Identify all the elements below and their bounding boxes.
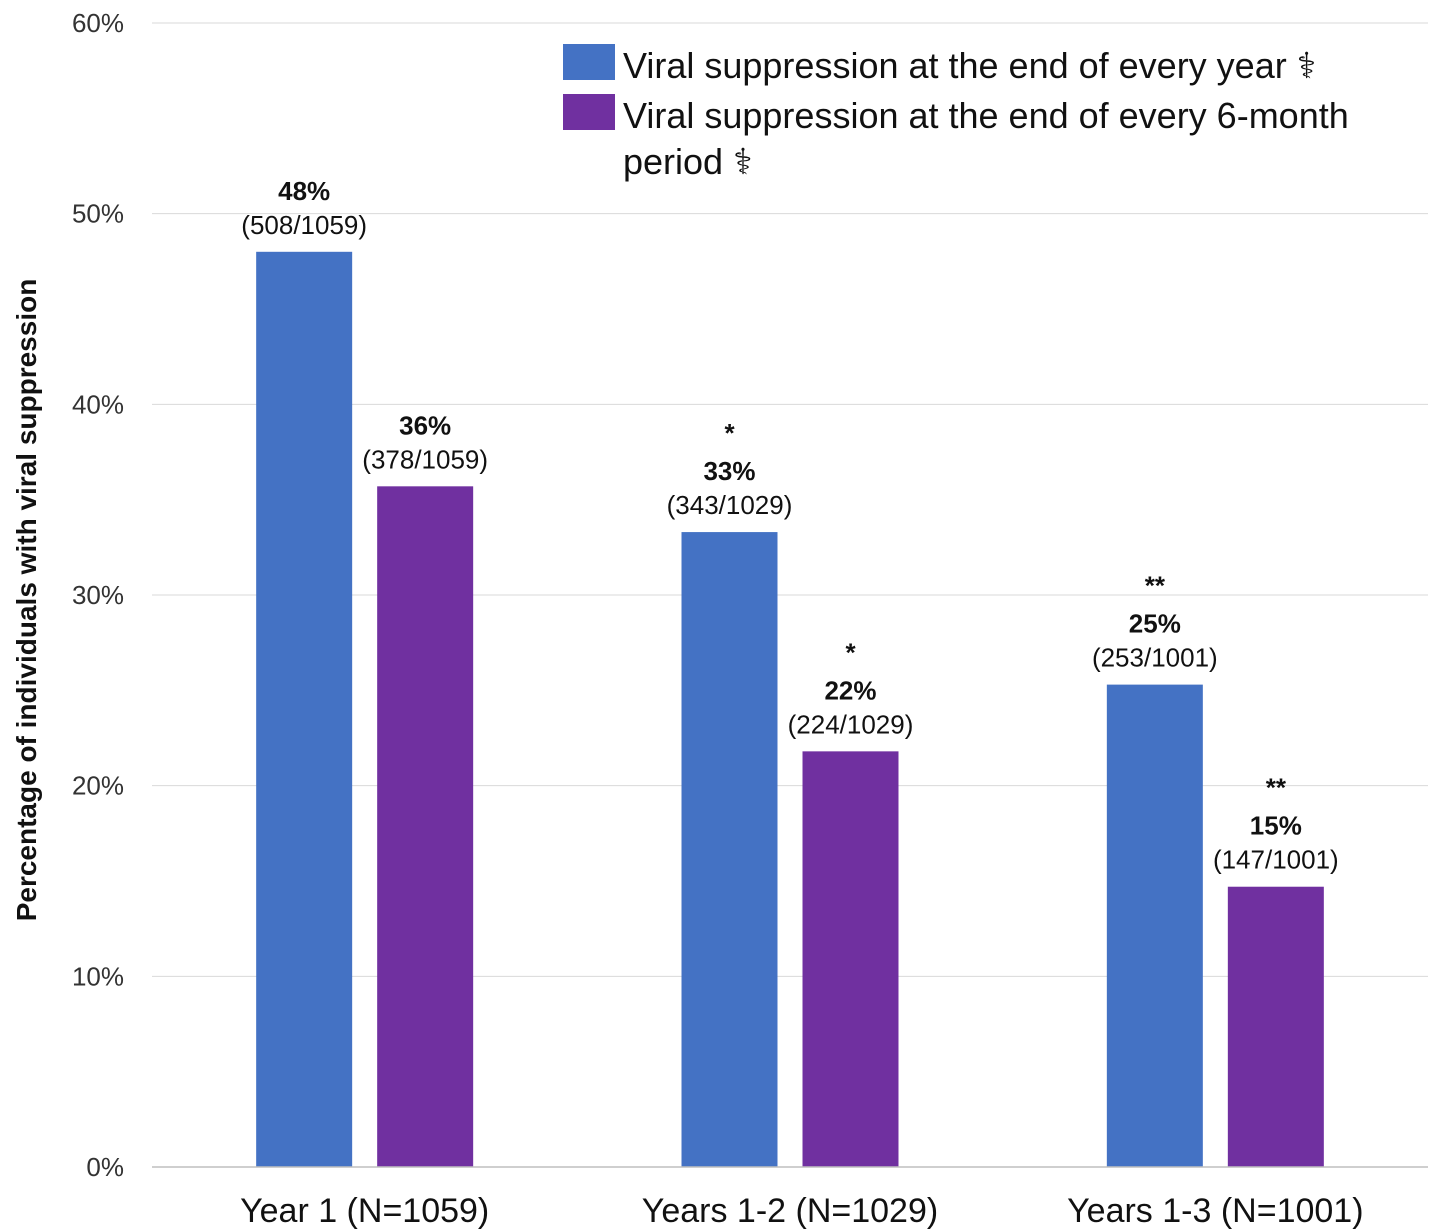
y-axis-ticks: 0% 10% 20% 30% 40% 50% 60% bbox=[72, 8, 124, 1182]
significance-marker: ** bbox=[1145, 571, 1166, 601]
significance-marker: * bbox=[724, 418, 735, 448]
legend-swatch-2 bbox=[563, 94, 615, 130]
data-label-percent: 33% bbox=[703, 456, 755, 486]
bar-series2-3 bbox=[1227, 886, 1324, 1167]
y-tick-label: 40% bbox=[72, 389, 124, 419]
bar-series1-1 bbox=[256, 251, 353, 1168]
data-label-fraction: (147/1001) bbox=[1213, 845, 1339, 875]
legend: Viral suppression at the end of every ye… bbox=[563, 44, 1349, 182]
y-tick-label: 50% bbox=[72, 199, 124, 229]
data-label-fraction: (224/1029) bbox=[788, 709, 914, 739]
bar-series2-2 bbox=[802, 751, 899, 1167]
y-axis-label: Percentage of individuals with viral sup… bbox=[11, 279, 42, 922]
bars bbox=[256, 251, 1324, 1168]
legend-label-2: period ⚕ bbox=[623, 141, 753, 182]
data-label-fraction: (378/1059) bbox=[362, 444, 488, 474]
legend-label-2: Viral suppression at the end of every 6-… bbox=[623, 95, 1349, 136]
y-tick-label: 10% bbox=[72, 961, 124, 991]
data-label-percent: 22% bbox=[824, 675, 876, 705]
bar-series1-3 bbox=[1106, 684, 1203, 1167]
x-axis-categories: Year 1 (N=1059) Years 1-2 (N=1029) Years 1… bbox=[240, 1192, 1363, 1230]
legend-label-1: Viral suppression at the end of every ye… bbox=[623, 45, 1316, 86]
data-labels: (508/1059) 48% (378/1059) 36% (343/1029) 33% *… bbox=[241, 176, 1338, 875]
significance-marker: * bbox=[845, 637, 856, 667]
y-tick-label: 20% bbox=[72, 771, 124, 801]
significance-marker: ** bbox=[1266, 773, 1287, 803]
y-tick-label: 0% bbox=[86, 1152, 124, 1182]
gridlines bbox=[152, 22, 1428, 977]
y-tick-label: 60% bbox=[72, 8, 124, 38]
y-tick-label: 30% bbox=[72, 580, 124, 610]
x-category-label: Years 1-3 (N=1001) bbox=[1067, 1192, 1363, 1230]
bar-series1-2 bbox=[681, 532, 778, 1167]
data-label-fraction: (343/1029) bbox=[667, 490, 793, 520]
data-label-fraction: (253/1001) bbox=[1092, 643, 1218, 673]
bar-series2-1 bbox=[377, 486, 474, 1167]
legend-swatch-1 bbox=[563, 44, 615, 80]
x-category-label: Year 1 (N=1059) bbox=[240, 1192, 489, 1230]
data-label-percent: 48% bbox=[278, 176, 330, 206]
x-category-label: Years 1-2 (N=1029) bbox=[642, 1192, 938, 1230]
data-label-percent: 25% bbox=[1129, 609, 1181, 639]
data-label-fraction: (508/1059) bbox=[241, 210, 367, 240]
data-label-percent: 36% bbox=[399, 410, 451, 440]
data-label-percent: 15% bbox=[1250, 811, 1302, 841]
